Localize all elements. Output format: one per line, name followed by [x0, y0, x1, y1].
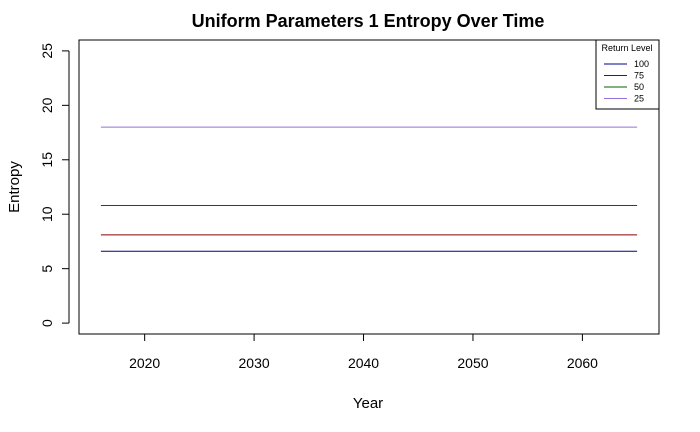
x-tick-label: 2060	[567, 355, 598, 371]
series-lines	[100, 126, 638, 252]
x-tick-label: 2030	[239, 355, 270, 371]
x-axis-label: Year	[353, 395, 383, 412]
x-tick-label: 2020	[129, 355, 160, 371]
y-tick-label: 20	[39, 97, 55, 113]
legend-title: Return Level	[601, 43, 652, 53]
x-tick-label: 2040	[348, 355, 379, 371]
y-tick-label: 10	[39, 206, 55, 222]
y-axis-label: Entropy	[6, 161, 23, 213]
legend-label-50: 50	[634, 82, 644, 92]
y-tick-label: 5	[39, 265, 55, 273]
y-axis: 0 5 10 15 20 25	[39, 43, 70, 327]
x-tick-label: 2050	[457, 355, 488, 371]
legend-label-25: 25	[634, 94, 644, 104]
x-axis: 2020 2030 2040 2050 2060	[129, 334, 598, 371]
y-tick-label: 25	[39, 43, 55, 59]
plot-area-border	[78, 39, 660, 335]
legend-label-100: 100	[634, 59, 649, 69]
legend-box	[595, 39, 660, 110]
legend-label-75: 75	[634, 71, 644, 81]
y-tick-label: 0	[39, 319, 55, 327]
chart-title: Uniform Parameters 1 Entropy Over Time	[192, 11, 545, 31]
y-tick-label: 15	[39, 152, 55, 168]
